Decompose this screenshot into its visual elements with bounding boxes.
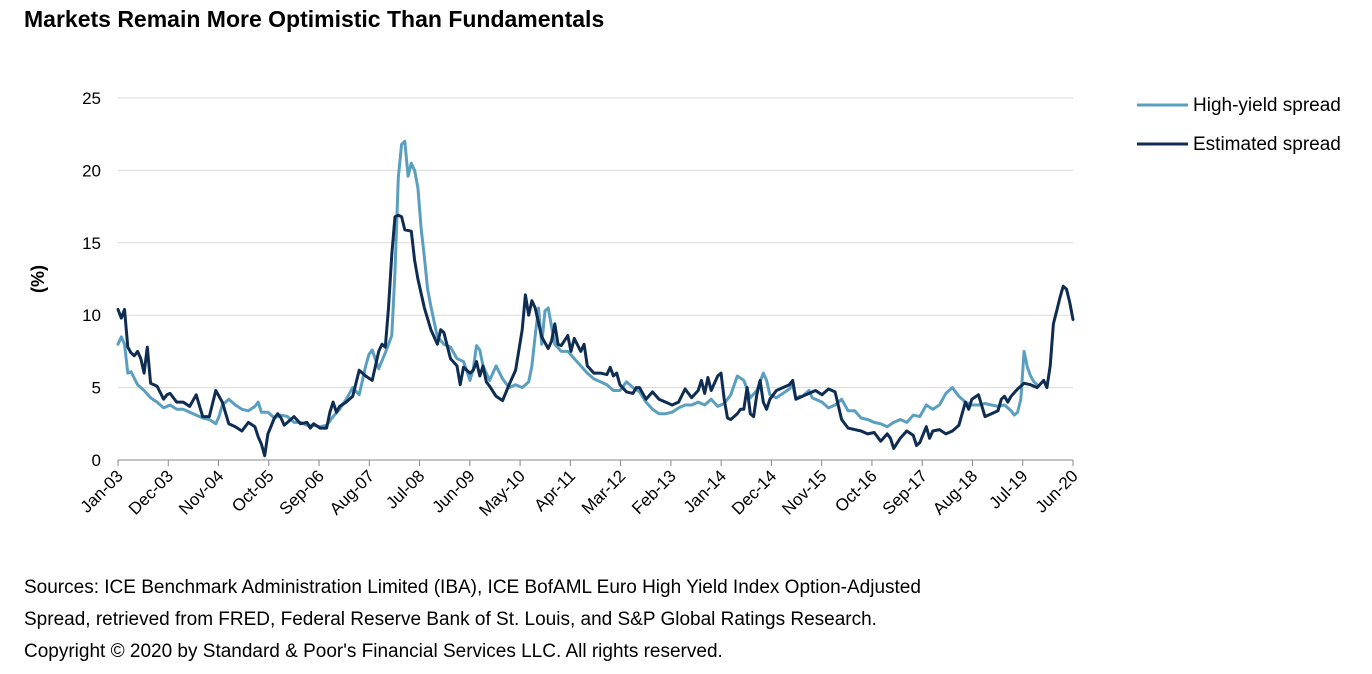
x-tick-label: Dec-03 — [125, 466, 177, 518]
y-tick-label: 0 — [92, 451, 101, 470]
y-tick-label: 5 — [92, 379, 101, 398]
x-tick-label: Dec-14 — [728, 466, 780, 518]
x-tick-label: Oct-16 — [831, 466, 881, 516]
copyright-line: Copyright © 2020 by Standard & Poor's Fi… — [24, 641, 723, 662]
x-tick-label: May-10 — [475, 466, 529, 520]
x-tick-label: Feb-13 — [628, 466, 680, 518]
x-tick-label: Nov-04 — [175, 466, 227, 518]
x-tick-label: Jun-09 — [428, 466, 478, 516]
legend-label-high-yield: High-yield spread — [1193, 95, 1341, 116]
series-line-high-yield — [116, 139, 1039, 429]
series-lines — [116, 139, 1075, 458]
y-tick-label: 15 — [82, 234, 101, 253]
x-tick-label: Mar-12 — [578, 466, 630, 518]
series-line-estimated — [116, 213, 1075, 458]
x-tick-label: Jul-08 — [382, 466, 428, 512]
x-tick-label: Sep-06 — [276, 466, 328, 518]
x-tick-label: Jan-14 — [680, 466, 730, 516]
x-tick-label: Aug-07 — [326, 466, 378, 518]
y-axis-ticks: 0 5 10 15 20 25 — [82, 89, 101, 470]
source-line-1: Sources: ICE Benchmark Administration Li… — [24, 577, 921, 598]
source-line-2: Spread, retrieved from FRED, Federal Res… — [24, 609, 877, 630]
chart-title: Markets Remain More Optimistic Than Fund… — [24, 6, 605, 32]
x-tick-label: Sep-17 — [879, 466, 931, 518]
x-tick-label: Aug-18 — [929, 466, 981, 518]
source-note: Sources: ICE Benchmark Administration Li… — [24, 572, 921, 668]
x-tick-label: Oct-05 — [228, 466, 278, 516]
x-tick-label: Apr-11 — [531, 466, 580, 515]
legend-label-estimated: Estimated spread — [1193, 134, 1341, 155]
gridlines — [118, 97, 1073, 389]
x-tick-label: Jan-03 — [77, 466, 127, 516]
x-tick-label: Nov-15 — [778, 466, 830, 518]
x-tick-label: Jun-20 — [1032, 466, 1082, 516]
y-axis-label: (%) — [28, 265, 48, 293]
x-tick-label: Jul-19 — [985, 466, 1031, 512]
y-tick-label: 20 — [82, 161, 101, 180]
legend: High-yield spread Estimated spread — [1137, 95, 1341, 155]
y-tick-label: 10 — [82, 306, 101, 325]
y-tick-label: 25 — [82, 89, 101, 108]
